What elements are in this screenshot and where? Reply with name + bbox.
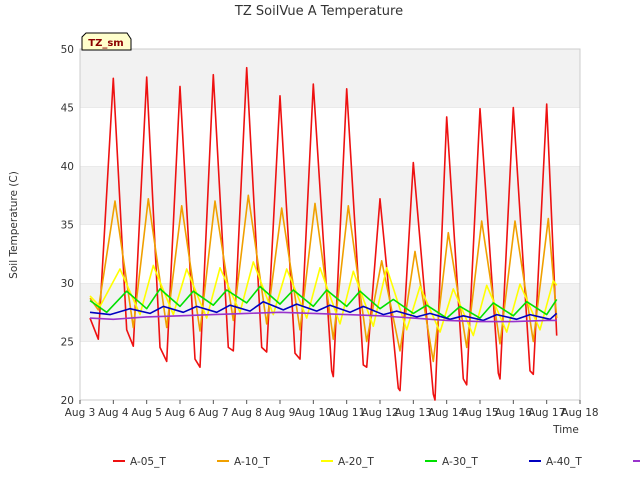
- x-tick-label: Aug 11: [328, 407, 365, 419]
- x-tick-label: Aug 12: [361, 407, 398, 419]
- site-badge: TZ_sm: [81, 32, 132, 51]
- x-tick-label: Aug 18: [561, 407, 598, 419]
- y-tick-label: 20: [61, 395, 74, 407]
- x-tick-label: Aug 4: [98, 407, 129, 419]
- x-axis: Aug 3 Aug 4 Aug 5 Aug 6 Aug 7 Aug 8 Aug 9 Aug 1…: [65, 400, 599, 419]
- legend-label: A-05_T: [130, 456, 166, 468]
- series-line-a-40-t: [89, 300, 558, 322]
- y-tick-label: 45: [61, 103, 74, 115]
- y-axis: 20 25 30 35 40 45 50: [61, 44, 74, 407]
- x-tick-label: Aug 8: [231, 407, 262, 419]
- series-line-a-20-t: [89, 261, 558, 337]
- legend: A-05_TA-10_TA-20_TA-30_TA-40_TA-50_T: [113, 456, 640, 468]
- legend-label: A-40_T: [546, 456, 582, 468]
- legend-label: A-10_T: [234, 456, 270, 468]
- x-tick-label: Aug 16: [495, 407, 533, 419]
- x-tick-label: Aug 15: [461, 407, 498, 419]
- x-tick-label: Aug 6: [165, 407, 196, 419]
- y-tick-label: 35: [61, 220, 74, 232]
- legend-label: A-20_T: [338, 456, 374, 468]
- x-tick-label: Aug 3: [65, 407, 96, 419]
- x-tick-label: Aug 7: [198, 407, 229, 419]
- x-tick-label: Aug 17: [528, 407, 565, 419]
- x-tick-label: Aug 9: [265, 407, 296, 419]
- x-tick-label: Aug 5: [131, 407, 162, 419]
- background-band: [80, 224, 580, 283]
- y-tick-label: 30: [61, 278, 74, 290]
- x-tick-label: Aug 13: [395, 407, 432, 419]
- series-lines: [89, 66, 558, 401]
- y-tick-label: 40: [61, 161, 74, 173]
- background-band: [80, 49, 580, 108]
- x-axis-label: Time: [552, 424, 579, 436]
- legend-label: A-30_T: [442, 456, 478, 468]
- y-tick-label: 25: [61, 337, 74, 349]
- plot-frame: [79, 48, 581, 401]
- series-line-a-30-t: [89, 285, 558, 319]
- y-tick-label: 50: [61, 44, 74, 56]
- site-badge-label: TZ_sm: [88, 38, 123, 49]
- x-tick-label: Aug 14: [428, 407, 466, 419]
- background-band: [80, 107, 580, 166]
- series-line-a-50-t: [89, 311, 557, 323]
- chart-title: TZ SoilVue A Temperature: [234, 4, 403, 19]
- background-band: [80, 166, 580, 225]
- y-axis-label: Soil Temperature (C): [8, 171, 20, 279]
- x-tick-label: Aug 10: [295, 407, 332, 419]
- series-line-a-05-t: [89, 66, 558, 401]
